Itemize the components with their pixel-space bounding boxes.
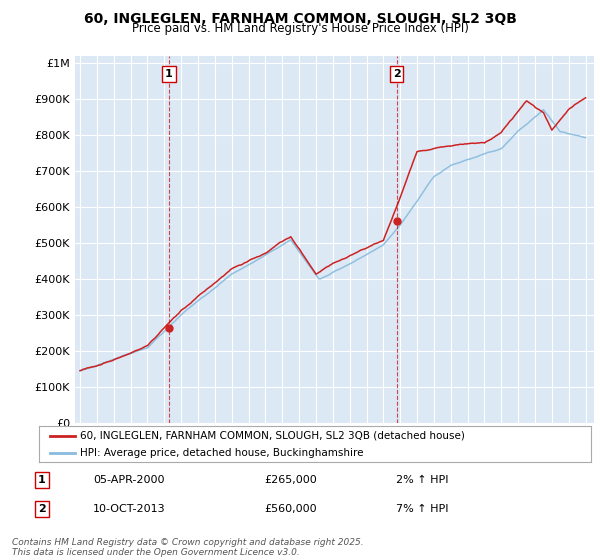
Text: 60, INGLEGLEN, FARNHAM COMMON, SLOUGH, SL2 3QB: 60, INGLEGLEN, FARNHAM COMMON, SLOUGH, S… (83, 12, 517, 26)
Text: Price paid vs. HM Land Registry's House Price Index (HPI): Price paid vs. HM Land Registry's House … (131, 22, 469, 35)
Text: 10-OCT-2013: 10-OCT-2013 (93, 504, 166, 514)
Text: £265,000: £265,000 (264, 475, 317, 485)
Text: 7% ↑ HPI: 7% ↑ HPI (396, 504, 449, 514)
Text: 05-APR-2000: 05-APR-2000 (93, 475, 164, 485)
Text: Contains HM Land Registry data © Crown copyright and database right 2025.
This d: Contains HM Land Registry data © Crown c… (12, 538, 364, 557)
Text: 1: 1 (165, 69, 173, 79)
Text: 1: 1 (38, 475, 46, 485)
Text: £560,000: £560,000 (264, 504, 317, 514)
Text: 2: 2 (392, 69, 400, 79)
Text: HPI: Average price, detached house, Buckinghamshire: HPI: Average price, detached house, Buck… (80, 448, 364, 458)
Text: 2: 2 (38, 504, 46, 514)
Text: 60, INGLEGLEN, FARNHAM COMMON, SLOUGH, SL2 3QB (detached house): 60, INGLEGLEN, FARNHAM COMMON, SLOUGH, S… (80, 431, 465, 441)
Text: 2% ↑ HPI: 2% ↑ HPI (396, 475, 449, 485)
